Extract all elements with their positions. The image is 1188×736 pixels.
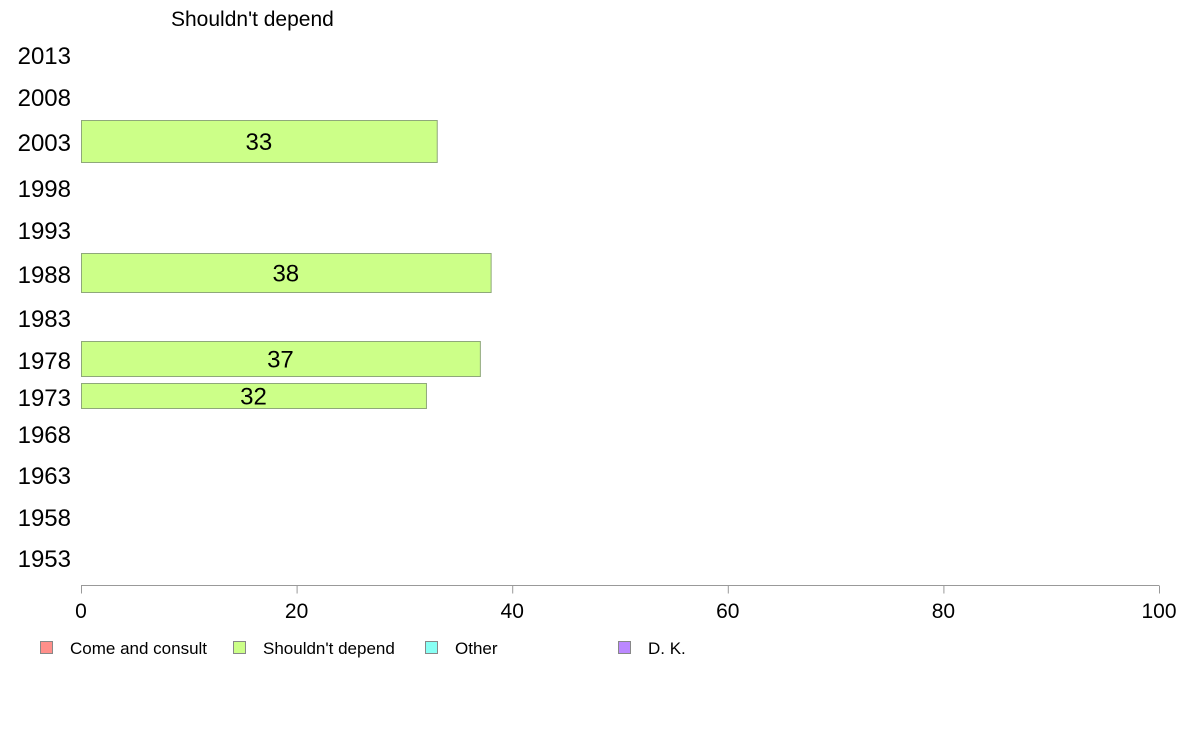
- x-axis: 0 20 40 60 80 100: [75, 585, 1177, 623]
- x-tick-label-60: 60: [716, 600, 739, 623]
- y-label-1958: 1958: [18, 505, 71, 532]
- bar-1978: [81, 341, 481, 377]
- y-label-1973: 1973: [18, 385, 71, 412]
- x-tick-label-80: 80: [932, 600, 955, 623]
- x-tick-label-20: 20: [285, 600, 308, 623]
- bar-value-label-2003: 33: [246, 129, 273, 156]
- legend-swatch-1: [40, 641, 53, 654]
- legend: Come and consult Shouldn't depend Other D. …: [40, 639, 686, 658]
- x-tick-label-100: 100: [1141, 600, 1176, 623]
- y-label-1953: 1953: [18, 546, 71, 573]
- y-label-2008: 2008: [18, 85, 71, 112]
- y-label-1968: 1968: [18, 422, 71, 449]
- legend-label-2: Shouldn't depend: [263, 639, 395, 658]
- y-label-1978: 1978: [18, 348, 71, 375]
- x-tick-label-0: 0: [75, 600, 87, 623]
- bar-1988: [81, 253, 492, 293]
- legend-swatch-3: [425, 641, 438, 654]
- bar-2003: [81, 120, 438, 163]
- y-label-1983: 1983: [18, 306, 71, 333]
- y-label-2003: 2003: [18, 130, 71, 157]
- legend-label-4: D. K.: [648, 639, 686, 658]
- chart-title: Shouldn't depend: [171, 8, 334, 31]
- y-label-1963: 1963: [18, 463, 71, 490]
- y-label-2013: 2013: [18, 43, 71, 70]
- bar-value-label-1978: 37: [267, 347, 294, 374]
- bar-value-label-1973: 32: [240, 384, 267, 411]
- y-label-1993: 1993: [18, 218, 71, 245]
- legend-label-1: Come and consult: [70, 639, 207, 658]
- legend-swatch-4: [618, 641, 631, 654]
- x-tick-label-40: 40: [501, 600, 524, 623]
- bar-1973: [81, 383, 427, 409]
- y-label-1998: 1998: [18, 176, 71, 203]
- bar-value-label-1988: 38: [272, 261, 299, 288]
- y-label-1988: 1988: [18, 262, 71, 289]
- legend-label-3: Other: [455, 639, 498, 658]
- y-axis-labels: 2013 2008 2003 1998 1993 1988 1983 1978 1973 1968…: [18, 43, 71, 573]
- legend-swatch-2: [233, 641, 246, 654]
